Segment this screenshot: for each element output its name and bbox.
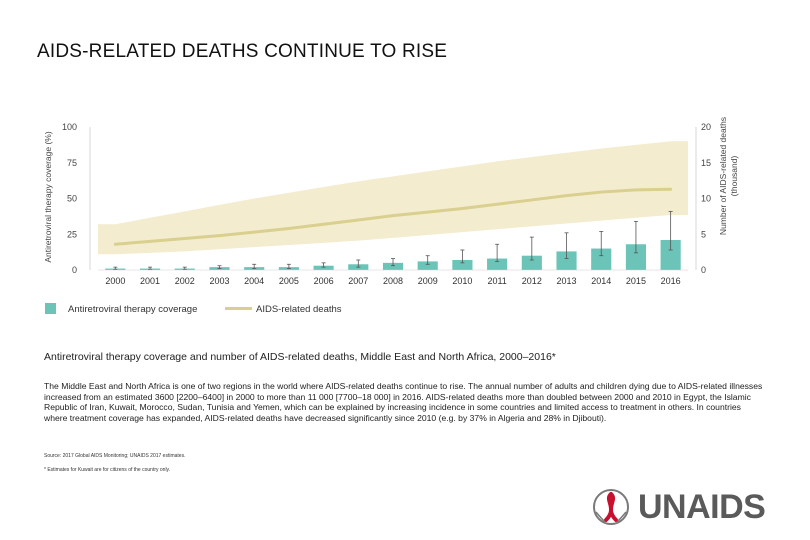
bar-coverage-2012: [521, 255, 542, 270]
bar-coverage-2006: [313, 265, 334, 270]
category-label-2014: 2014: [591, 276, 611, 286]
bar-coverage-2010: [452, 259, 473, 270]
right-tick-label: 10: [701, 194, 711, 204]
category-label-2011: 2011: [487, 276, 506, 286]
category-label-2016: 2016: [661, 276, 681, 286]
category-label-2002: 2002: [175, 276, 195, 286]
bar-coverage-2016: [660, 239, 681, 270]
category-label-2013: 2013: [557, 276, 577, 286]
legend-swatch-coverage: [45, 303, 56, 314]
bar-coverage-2013: [556, 251, 577, 270]
left-axis-title: Antiretroviral therapy coverage (%): [43, 131, 53, 263]
body-paragraph: The Middle East and North Africa is one …: [44, 381, 763, 423]
category-label-2010: 2010: [452, 276, 472, 286]
bar-coverage-2008: [382, 262, 404, 270]
page-title: AIDS-RELATED DEATHS CONTINUE TO RISE: [37, 41, 448, 62]
category-label-2003: 2003: [209, 276, 229, 286]
left-tick-label: 50: [67, 194, 77, 204]
category-label-2015: 2015: [626, 276, 646, 286]
right-axis-title-line2: (thousand): [729, 156, 739, 197]
right-tick-label: 20: [701, 122, 711, 132]
category-label-2009: 2009: [418, 276, 438, 286]
category-label-2012: 2012: [522, 276, 542, 286]
category-label-2001: 2001: [140, 276, 160, 286]
error-bar-layer: [113, 210, 673, 270]
category-label-2004: 2004: [244, 276, 264, 286]
deaths-uncertainty-band: [98, 141, 688, 255]
legend: Antiretroviral therapy coverage AIDS-rela…: [45, 303, 342, 315]
bar-coverage-2014: [591, 248, 612, 270]
left-tick-label: 100: [62, 122, 77, 132]
right-axis-title-line1: Number of AIDS-related deaths: [718, 117, 728, 235]
category-label-2007: 2007: [348, 276, 368, 286]
left-tick-label: 25: [67, 229, 77, 239]
left-tick-label: 75: [67, 158, 77, 168]
left-tick-label: 0: [72, 265, 77, 275]
source-note: Source: 2017 Global AIDS Monitoring; UNA…: [44, 453, 186, 459]
bar-coverage-2009: [417, 261, 438, 270]
right-tick-label: 0: [701, 265, 706, 275]
legend-label-coverage: Antiretroviral therapy coverage: [68, 304, 197, 315]
right-tick-label: 15: [701, 158, 711, 168]
category-label-2000: 2000: [105, 276, 125, 286]
category-label-2005: 2005: [279, 276, 299, 286]
category-label-2008: 2008: [383, 276, 403, 286]
unaids-emblem-icon: [593, 489, 629, 525]
bar-coverage-2011: [487, 258, 508, 270]
unaids-logo: UNAIDS: [590, 484, 790, 530]
confidence-band-layer: [98, 141, 688, 255]
category-label-2006: 2006: [314, 276, 334, 286]
line-layer: [113, 187, 673, 246]
right-tick-label: 5: [701, 229, 706, 239]
bar-coverage-2015: [625, 244, 647, 270]
logo-text: UNAIDS: [638, 487, 766, 526]
figure-caption: Antiretroviral therapy coverage and numb…: [44, 351, 556, 363]
chart: 0 25 50 75 100 0 5 10 15 20 2000 2001 2002 2003 2004 20…: [43, 117, 739, 315]
axis-layer: 0 25 50 75 100 0 5 10 15 20 2000 2001 2002 2003 2004 20…: [43, 117, 739, 286]
footnote: * Estimates for Kuwait are for citizens …: [44, 467, 171, 473]
legend-label-deaths: AIDS-related deaths: [256, 304, 342, 315]
